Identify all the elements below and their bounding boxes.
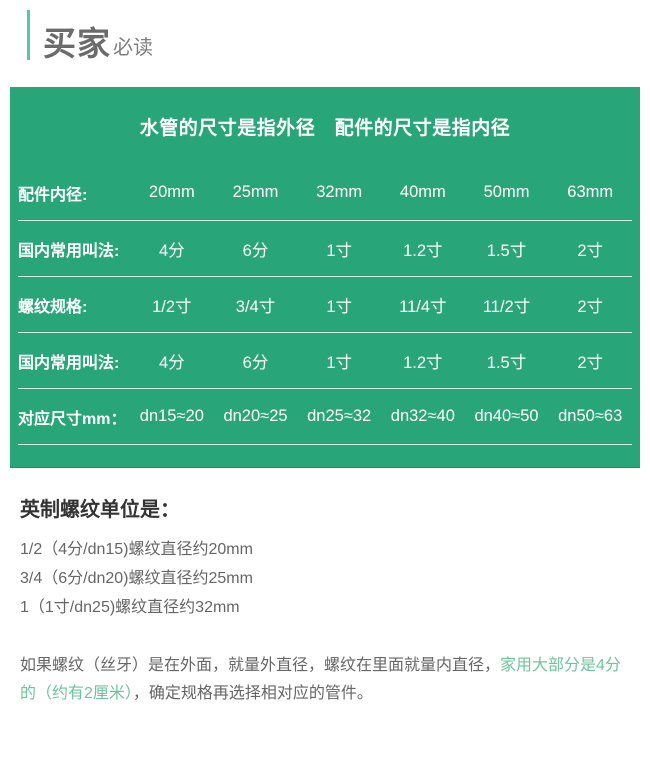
footer-note-text: ，确定规格再选择相对应的管件。 (132, 685, 373, 702)
note-line: 3/4（6分/dn20)螺纹直径约25mm (20, 570, 253, 587)
page-header: 买家 必读 (27, 10, 650, 60)
table-cell: 40mm (399, 183, 446, 201)
table-cell: 2寸 (577, 353, 604, 372)
page-subtitle: 必读 (113, 37, 153, 59)
table-cell: 3/4寸 (235, 297, 276, 316)
table-row: 对应尺寸mm： dn15≈20 dn20≈25 dn25≈32 dn32≈40 … (18, 389, 632, 445)
table-row: 配件内径: 20mm 25mm 32mm 40mm 50mm 63mm (18, 165, 632, 221)
imperial-thread-notes: 英制螺纹单位是： 1/2（4分/dn15)螺纹直径约20mm 3/4（6分/dn… (20, 493, 650, 622)
table-cell: 1寸 (326, 297, 353, 316)
page-title: 买家 (43, 25, 111, 62)
table-row: 国内常用叫法: 4分 6分 1寸 1.2寸 1.5寸 2寸 (18, 333, 632, 389)
table-cell: 1寸 (326, 241, 353, 260)
table-cell: 20mm (148, 183, 195, 201)
table-cell: 1.5寸 (486, 241, 527, 260)
table-cell: 4分 (158, 241, 185, 260)
table-cell: dn32≈40 (390, 407, 455, 425)
table-cell: 6分 (242, 353, 269, 372)
row-label: 国内常用叫法: (18, 354, 120, 372)
table-cell: 1寸 (326, 353, 353, 372)
table-cell: dn15≈20 (139, 407, 204, 425)
size-table: 水管的尺寸是指外径 配件的尺寸是指内径 配件内径: 20mm 25mm 32mm… (10, 87, 640, 468)
table-cell: 11/4寸 (399, 297, 447, 316)
row-label: 螺纹规格: (18, 298, 88, 316)
table-cell: 2寸 (577, 297, 604, 316)
table-cell: 32mm (316, 183, 363, 201)
table-cell: dn40≈50 (474, 407, 539, 425)
table-cell: 2寸 (577, 241, 604, 260)
table-cell: dn20≈25 (223, 407, 288, 425)
table-cell: dn50≈63 (558, 407, 623, 425)
table-cell: 1.5寸 (486, 353, 527, 372)
footer-note-highlight: 家用大部分是4分的（约有2厘米） (20, 657, 621, 702)
table-row: 螺纹规格: 1/2寸 3/4寸 1寸 11/4寸 11/2寸 2寸 (18, 277, 632, 333)
table-cell: 1.2寸 (403, 353, 443, 372)
table-cell: 1.2寸 (403, 241, 443, 260)
table-cell: 63mm (567, 183, 614, 201)
note-line: 1/2（4分/dn15)螺纹直径约20mm (20, 541, 253, 558)
table-cell: 1/2寸 (152, 297, 192, 316)
table-cell: 11/2寸 (482, 297, 531, 316)
note-line: 1（1寸/dn25)螺纹直径约32mm (20, 599, 240, 616)
table-cell: 50mm (483, 183, 530, 201)
table-title: 水管的尺寸是指外径 配件的尺寸是指内径 (139, 117, 511, 139)
table-rows: 配件内径: 20mm 25mm 32mm 40mm 50mm 63mm 国内常用… (10, 165, 640, 467)
footer-note-text: 如果螺纹（丝牙）是在外面，就量外直径，螺纹在里面就量内直径， (20, 657, 501, 674)
notes-heading: 英制螺纹单位是： (20, 499, 180, 521)
table-cell: 25mm (232, 183, 279, 201)
table-cell: 4分 (158, 353, 185, 372)
table-row: 国内常用叫法: 4分 6分 1寸 1.2寸 1.5寸 2寸 (18, 221, 632, 277)
footer-note: 如果螺纹（丝牙）是在外面，就量外直径，螺纹在里面就量内直径，家用大部分是4分的（… (20, 652, 636, 708)
table-cell: dn25≈32 (307, 407, 372, 425)
table-cell: 6分 (242, 241, 269, 260)
row-label: 配件内径: (18, 186, 88, 204)
row-label: 国内常用叫法: (18, 242, 120, 260)
row-label: 对应尺寸mm： (18, 410, 127, 428)
